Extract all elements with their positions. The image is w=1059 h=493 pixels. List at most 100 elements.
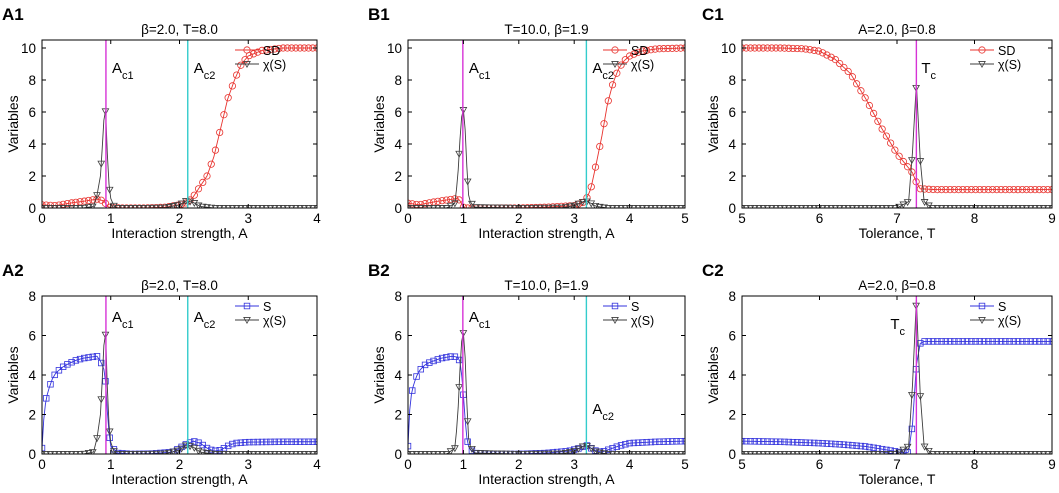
data-point [241, 451, 249, 454]
data-point [292, 44, 300, 52]
data-point [874, 117, 882, 125]
data-point [236, 205, 245, 208]
panel-title: A=2.0, β=0.8 [858, 278, 936, 293]
y-tick-label: 4 [28, 368, 36, 383]
data-point [127, 204, 135, 208]
data-point [895, 152, 903, 160]
data-point [1006, 338, 1013, 345]
x-tick-label: 4 [313, 457, 321, 472]
legend-marker [978, 302, 986, 310]
data-point [882, 132, 890, 140]
data-point [578, 443, 587, 451]
y-tick-label: 0 [28, 447, 36, 462]
data-point [844, 451, 853, 454]
series-S [42, 353, 317, 454]
data-point [228, 205, 237, 208]
data-point [608, 81, 617, 89]
data-point [781, 438, 788, 446]
data-point [557, 204, 566, 208]
data-point [814, 47, 823, 55]
data-point [216, 128, 224, 137]
data-point [229, 440, 236, 448]
data-point [840, 441, 848, 448]
data-point [177, 200, 186, 208]
data-point [510, 450, 519, 454]
data-point [677, 438, 684, 445]
legend-label: χ(S) [998, 58, 1021, 72]
data-point [988, 205, 997, 208]
legend: SDχ(S) [603, 44, 654, 72]
data-point [64, 361, 71, 368]
data-point [920, 443, 929, 451]
data-point [442, 196, 450, 204]
panel-title: β=2.0, T=8.0 [141, 22, 218, 37]
data-point [42, 201, 46, 208]
data-point [502, 204, 510, 208]
data-point [50, 205, 59, 208]
data-point [275, 205, 283, 208]
data-point [468, 200, 476, 208]
data-point [861, 443, 869, 450]
data-point [780, 451, 789, 454]
data-point [63, 205, 72, 208]
data-point [612, 451, 621, 454]
data-point [861, 94, 869, 102]
data-point [626, 439, 633, 447]
legend-label: χ(S) [263, 58, 286, 72]
data-point [468, 204, 476, 208]
x-axis-label: Interaction strength, A [111, 471, 248, 487]
data-point [861, 205, 870, 208]
data-point [438, 354, 446, 362]
data-point [118, 205, 127, 208]
data-point [887, 139, 895, 147]
data-point [835, 205, 844, 208]
x-tick-label: 3 [570, 211, 578, 226]
data-point [304, 205, 313, 208]
critical-label: Tc [921, 60, 936, 82]
y-axis-label: Variables [705, 95, 721, 152]
critical-label: Ac1 [469, 309, 491, 331]
data-point [434, 197, 442, 205]
y-tick-label: 2 [394, 169, 402, 184]
data-point [464, 204, 472, 208]
data-point [617, 205, 625, 208]
series-S [408, 353, 685, 454]
data-point [831, 451, 840, 454]
data-point [1048, 186, 1052, 194]
data-point [742, 451, 751, 454]
data-point [818, 205, 827, 208]
data-point [759, 451, 768, 454]
data-point [97, 160, 106, 168]
data-point [638, 205, 647, 208]
y-tick-label: 4 [728, 368, 736, 383]
x-tick-label: 2 [515, 457, 523, 472]
data-point [903, 199, 912, 207]
y-tick-label: 2 [728, 169, 736, 184]
data-point [659, 451, 668, 454]
data-point [275, 438, 283, 445]
data-point [776, 205, 785, 208]
data-point [852, 451, 861, 454]
x-tick-label: 7 [893, 211, 901, 226]
legend-label: χ(S) [631, 58, 654, 72]
data-point [143, 450, 152, 454]
data-point [857, 87, 865, 95]
data-point [638, 47, 646, 55]
data-point [1039, 451, 1048, 454]
data-point [941, 451, 950, 454]
data-point [742, 205, 751, 208]
axes-box [407, 39, 686, 209]
data-point [429, 205, 438, 208]
data-point [262, 451, 271, 454]
data-point [84, 450, 93, 454]
panel-title: T=10.0, β=1.9 [504, 22, 588, 37]
data-point [934, 338, 941, 345]
data-point [412, 451, 421, 454]
data-point [1018, 186, 1026, 194]
data-point [882, 205, 891, 208]
data-point [587, 183, 595, 191]
data-point [916, 158, 925, 166]
series-line [42, 333, 317, 454]
series-SD [42, 44, 317, 208]
data-point [275, 451, 283, 454]
